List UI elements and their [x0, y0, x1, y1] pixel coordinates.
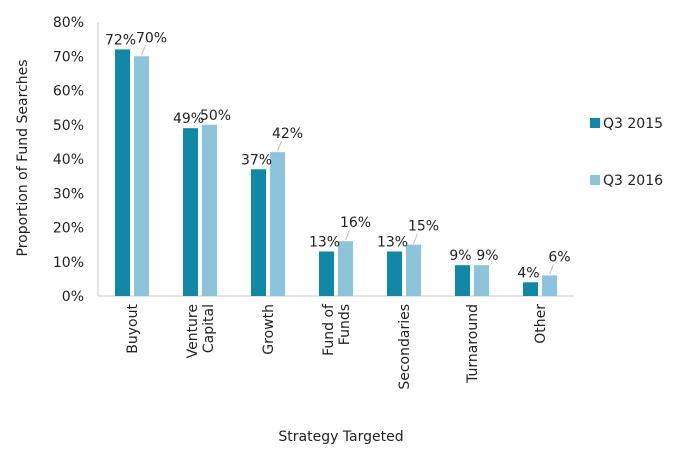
data-labels-layer: 72% 70%49%50%37%42%13%16%13%15%9% 9%4%6%: [105, 30, 571, 281]
y-tick-label: 80%: [53, 15, 84, 31]
y-tick-label: 40%: [53, 152, 84, 168]
bars-layer: [115, 49, 557, 297]
bar-q3-2015: [523, 282, 538, 296]
data-label-q3-2015: 9%: [449, 248, 471, 264]
y-tick-label: 10%: [53, 255, 84, 271]
data-label-q3-2015: 37%: [241, 152, 272, 168]
bar-q3-2016: [406, 244, 421, 296]
leader-lines-layer: [141, 45, 554, 275]
data-label-q3-2016: 70%: [136, 30, 167, 46]
legend-label: Q3 2016: [603, 173, 663, 189]
legend-label: Q3 2015: [603, 116, 663, 132]
y-tick-label: 50%: [53, 118, 84, 134]
y-axis-ticks: 0% 10% 20% 30% 40% 50% 60% 70% 80%: [53, 15, 84, 305]
category-label: Secondaries: [397, 304, 413, 390]
category-labels-layer: Buyout Venture Capital Growth Fund of Funds Se…: [125, 303, 549, 390]
category-label: Other: [533, 304, 549, 344]
bar-q3-2015: [115, 49, 130, 297]
y-axis-title: Proportion of Fund Searches: [15, 59, 31, 256]
y-tick-label: 60%: [53, 84, 84, 100]
data-label-q3-2016: 50%: [200, 108, 231, 124]
category-label-line: Growth: [261, 304, 277, 355]
bar-q3-2015: [183, 128, 198, 296]
category-label: Growth: [261, 304, 277, 355]
data-label-q3-2016: 9%: [476, 248, 498, 264]
data-label-q3-2015: 4%: [517, 265, 539, 281]
bar-q3-2016: [134, 56, 149, 296]
axes-layer: [97, 22, 574, 297]
data-label-q3-2016: 16%: [340, 215, 371, 231]
category-label-line: Venture: [185, 304, 201, 358]
category-label: Turnaround: [465, 304, 481, 384]
data-label-q3-2015: 49%: [173, 111, 204, 127]
bar-q3-2015: [319, 251, 334, 296]
data-label-leader-line: [345, 230, 350, 241]
bar-q3-2016: [338, 241, 353, 296]
category-label: Venture Capital: [185, 304, 217, 358]
bar-q3-2015: [387, 251, 402, 296]
data-label-q3-2015: 72%: [105, 32, 136, 48]
category-label-line: Other: [533, 304, 549, 344]
data-label-q3-2015: 13%: [309, 234, 340, 250]
data-label-q3-2016: 15%: [408, 219, 439, 235]
data-label-leader-line: [413, 233, 418, 244]
bar-q3-2016: [202, 124, 217, 296]
legend-swatch: [590, 118, 600, 128]
y-tick-label: 30%: [53, 186, 84, 202]
legend: Q3 2015 Q3 2016: [590, 116, 663, 189]
category-label-line: Secondaries: [397, 304, 413, 390]
data-label-leader-line: [549, 264, 554, 275]
legend-swatch: [590, 175, 600, 185]
bar-q3-2015: [455, 265, 470, 296]
data-label-leader-line: [141, 45, 146, 56]
category-label: Fund of Funds: [321, 303, 353, 356]
category-label-line: Capital: [201, 304, 217, 353]
data-label-q3-2016: 6%: [548, 249, 570, 265]
y-tick-label: 20%: [53, 221, 84, 237]
category-label-line: Buyout: [125, 304, 141, 354]
data-label-q3-2016: 42%: [272, 126, 303, 142]
category-label-line: Funds: [337, 304, 353, 345]
bar-q3-2016: [474, 265, 489, 296]
category-label-line: Turnaround: [465, 304, 481, 384]
data-label-leader-line: [277, 140, 282, 152]
bar-q3-2016: [542, 275, 557, 296]
y-tick-label: 0%: [62, 289, 84, 305]
y-tick-label: 70%: [53, 49, 84, 65]
data-label-q3-2015: 13%: [377, 234, 408, 250]
category-label-line: Fund of: [321, 303, 337, 356]
x-axis-title: Strategy Targeted: [278, 429, 403, 445]
bar-q3-2016: [270, 152, 285, 296]
category-label: Buyout: [125, 304, 141, 354]
bar-q3-2015: [251, 169, 266, 296]
